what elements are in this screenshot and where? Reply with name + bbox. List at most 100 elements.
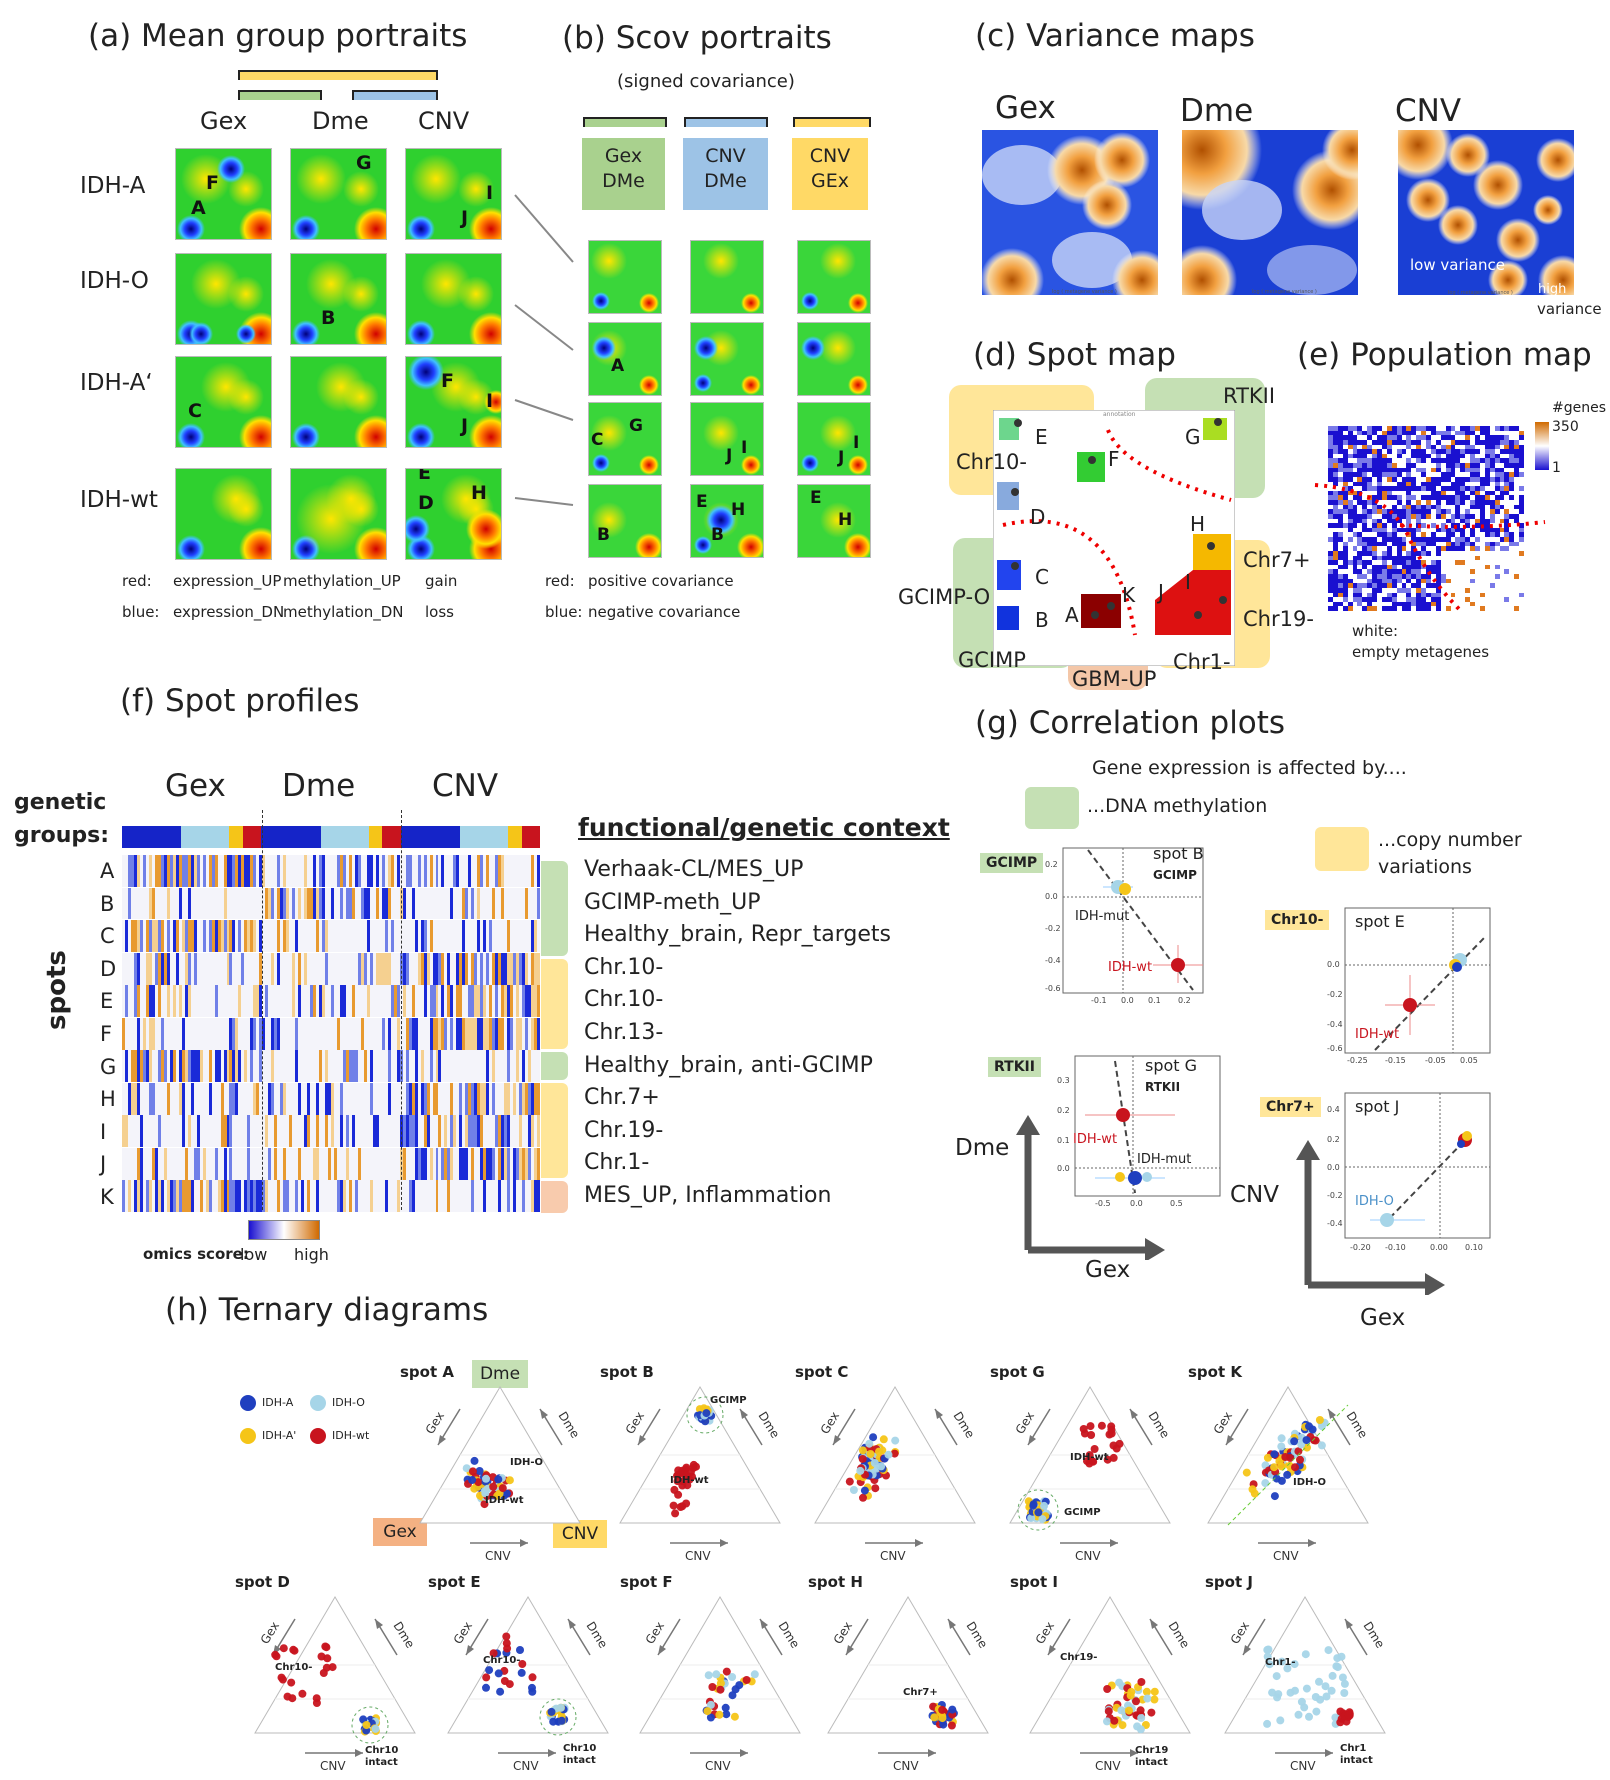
population-cell [1416,509,1422,515]
heatmap-cell [333,1115,338,1148]
heatmap-cell [477,952,481,985]
heatmap-cell [313,1180,317,1213]
heatmap-cell [450,1050,454,1083]
population-cell [1328,472,1334,478]
heatmap-cell [405,855,409,887]
population-cell [1386,463,1392,468]
population-cell [1406,426,1412,431]
population-cell [1391,467,1397,473]
ternary-axis-dme: Dme [963,1619,990,1650]
heatmap-cell [262,1017,266,1050]
heatmap-cell [274,985,278,1018]
heatmap-cell [426,1115,430,1148]
population-cell [1377,513,1383,519]
heatmap-cell [160,887,165,920]
heatmap-cell [384,855,389,887]
svg-text:0.0: 0.0 [1327,960,1340,969]
heatmap-cell [378,1082,383,1115]
population-cell [1328,541,1334,547]
svg-text:H: H [731,500,745,520]
heatmap-cell [208,920,212,953]
heatmap-cell [354,1115,359,1148]
population-cell [1381,509,1388,515]
heatmap-cell [136,887,141,920]
population-cell [1377,587,1383,593]
heatmap-cell [342,1147,347,1180]
heatmap-cell [307,1017,311,1050]
population-cell [1504,458,1510,464]
population-cell [1465,592,1471,598]
population-cell [1381,458,1388,464]
heatmap-cell [292,1082,296,1115]
heatmap-cell [411,985,415,1018]
population-cell [1519,578,1524,584]
spot-label-d: D [1030,505,1046,529]
heatmap-cell [417,1082,421,1115]
population-cell [1475,546,1481,552]
population-cell [1411,597,1417,602]
heatmap-cell [175,1147,180,1180]
spot-label-b: B [1035,608,1049,632]
heatmap-cell [411,952,415,985]
heatmap-cell [166,952,171,985]
population-cell [1391,560,1397,565]
heatmap-cell [441,1050,445,1083]
population-cell [1391,495,1397,501]
heatmap-cell [256,1017,260,1050]
heatmap-cell [441,1115,445,1148]
population-cell [1352,444,1358,450]
heatmap-cell [501,1050,505,1083]
heatmap-row-label: J [100,1152,107,1177]
heatmap-cell [465,1115,469,1148]
heatmap-cell [286,952,290,985]
heatmap-cell [199,1147,203,1180]
heatmap-cell [462,1147,466,1180]
population-cell [1347,527,1353,533]
heatmap-cell [441,855,445,887]
population-cell [1484,578,1490,584]
heatmap-cell [301,1180,305,1213]
heatmap-cell [333,985,338,1018]
population-cell [1381,606,1388,611]
population-cell [1396,504,1402,510]
heatmap-cell [250,985,254,1018]
heatmap-cell [211,1180,215,1213]
population-cell [1347,583,1353,589]
heatmap-cell [148,855,153,887]
heatmap-cell [531,920,535,953]
population-cell [1494,560,1500,565]
svg-text:I: I [486,182,493,204]
population-cell [1489,601,1495,607]
heatmap-cell [510,1017,514,1050]
heatmap-cell [429,887,433,920]
heatmap-cell [414,920,418,953]
heatmap-cell [456,1180,460,1213]
population-cell [1416,597,1422,602]
heatmap-cell [408,1180,412,1213]
heatmap-cell [286,1017,290,1050]
heatmap-cell [328,920,332,953]
population-cell [1381,430,1388,436]
ternary-axis-cnv: CNV [1290,1759,1316,1773]
population-cell [1396,574,1402,579]
scov-tile [690,322,764,396]
heatmap-cell [375,1082,380,1115]
population-cell [1465,546,1471,552]
population-cell [1489,426,1495,431]
population-cell [1328,606,1334,611]
heatmap-cell [477,985,481,1018]
heatmap-cell [217,1017,221,1050]
population-cell [1440,560,1446,565]
heatmap-cell [333,887,338,920]
population-cell [1342,518,1348,524]
population-cell [1514,532,1520,538]
population-cell [1479,537,1486,542]
heatmap-cell [447,952,451,985]
heatmap-cell [127,1082,132,1115]
population-cell [1396,476,1402,482]
heatmap-cell [516,1082,520,1115]
heatmap-cell [181,1050,186,1083]
population-cell [1450,550,1456,556]
heatmap-cell [435,1017,439,1050]
heatmap-cell [465,952,469,985]
